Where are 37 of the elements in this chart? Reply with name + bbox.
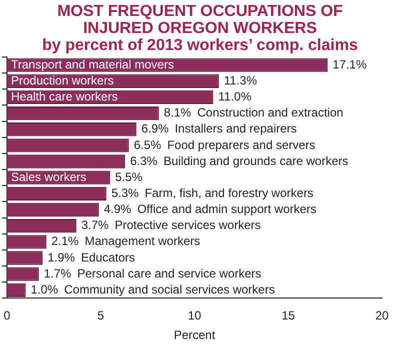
- y-tick-label: Building and grounds care workers: [163, 154, 348, 168]
- data-label: 6.3%: [130, 154, 158, 168]
- x-tick-label: 15: [282, 308, 296, 323]
- y-tick-label: Food preparers and servers: [167, 138, 316, 152]
- x-tick-label: 0: [4, 308, 11, 323]
- data-label: 1.0%: [30, 282, 58, 296]
- y-tick-label: Community and social services workers: [64, 282, 275, 296]
- data-label: 5.3%: [111, 186, 140, 200]
- data-label: 4.9%: [104, 202, 132, 216]
- x-tick-label: 20: [375, 308, 389, 323]
- y-tick-label: Health care workers: [11, 90, 118, 104]
- data-label: 5.5%: [115, 170, 143, 184]
- data-label: 3.7%: [81, 218, 110, 232]
- data-label: 8.1%: [164, 106, 192, 120]
- y-tick-label: Protective services workers: [114, 218, 261, 232]
- y-tick-label: Educators: [80, 250, 136, 264]
- x-tick-label: 5: [97, 308, 104, 323]
- y-tick-label: Installers and repairers: [174, 122, 297, 136]
- data-label: 1.9%: [48, 250, 76, 264]
- y-tick-label: Transport and material movers: [11, 57, 174, 72]
- x-tick-label: 10: [188, 308, 202, 323]
- data-label: 11.3%: [224, 73, 258, 88]
- y-tick-label: Construction and extraction: [197, 106, 344, 120]
- data-label: 17.1%: [332, 57, 367, 72]
- data-label: 6.5%: [134, 138, 162, 152]
- data-label: 11.0%: [218, 90, 252, 104]
- data-label: 2.1%: [51, 234, 80, 248]
- y-tick-label: Production workers: [11, 73, 114, 88]
- chart-subtitle: by percent of 2013 workers’ comp. claims: [41, 37, 359, 55]
- x-axis-title: Percent: [174, 328, 216, 342]
- data-label: 1.7%: [44, 266, 72, 280]
- data-label: 6.9%: [141, 122, 170, 136]
- y-tick-label: Office and admin support workers: [137, 202, 316, 216]
- y-tick-label: Management workers: [84, 234, 200, 248]
- y-tick-label: Sales workers: [11, 170, 86, 184]
- y-tick-label: Farm, fish, and forestry workers: [144, 186, 314, 200]
- y-tick-label: Personal care and service workers: [77, 266, 262, 280]
